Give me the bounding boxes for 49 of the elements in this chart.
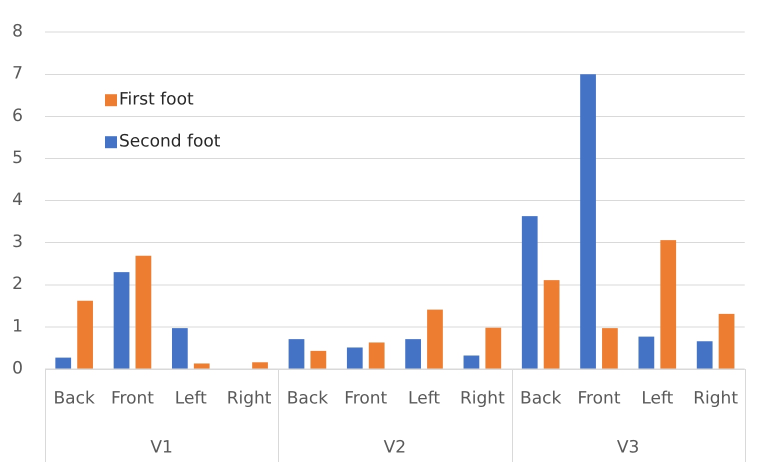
bar <box>696 341 713 368</box>
x-tick-label: Front <box>577 388 621 409</box>
bar <box>405 339 421 368</box>
bar <box>580 74 596 368</box>
x-tick-label: Front <box>110 388 154 409</box>
text: V3 <box>616 437 640 458</box>
x-tick-label: Right <box>226 388 272 409</box>
bar <box>427 310 443 368</box>
y-tick-label: 8 <box>12 22 23 42</box>
y-tick-label: 2 <box>12 274 23 294</box>
text: V1 <box>150 437 173 458</box>
y-tick-label: 1 <box>12 316 23 336</box>
y-tick-label: 7 <box>12 64 23 84</box>
bar <box>172 328 188 368</box>
bar <box>718 314 734 368</box>
bar <box>368 342 385 368</box>
x-tick-label: Left <box>408 388 440 409</box>
bar <box>485 328 502 368</box>
bar <box>310 350 326 368</box>
bar <box>194 364 210 368</box>
x-tick-label: Back <box>286 388 328 409</box>
x-tick-label: Right <box>693 388 738 409</box>
bar <box>602 328 618 368</box>
legend-label: Second foot <box>119 132 221 152</box>
legend-label: First foot <box>119 90 194 110</box>
bar <box>136 256 152 368</box>
bar <box>114 272 130 368</box>
y-tick-label: 6 <box>12 106 23 126</box>
text: V2 <box>384 437 406 458</box>
bar <box>544 280 560 368</box>
bar <box>55 358 72 368</box>
bar <box>346 348 363 368</box>
x-tick-label: Front <box>344 388 388 409</box>
bar <box>464 356 480 368</box>
bar <box>288 339 304 368</box>
y-tick-label: 0 <box>12 358 23 378</box>
x-tick-label: Right <box>460 388 506 409</box>
x-tick-label: Back <box>54 388 95 409</box>
x-tick-label: Back <box>520 388 562 409</box>
bar <box>522 216 538 368</box>
bar <box>252 362 268 368</box>
x-tick-label: Left <box>641 388 674 409</box>
x-tick-label: Left <box>174 388 208 409</box>
bar <box>638 336 654 368</box>
y-tick-label: 5 <box>12 148 23 168</box>
y-tick-label: 3 <box>12 232 23 252</box>
bar <box>77 300 93 368</box>
y-tick-label: 4 <box>12 190 23 210</box>
bar <box>660 240 676 368</box>
